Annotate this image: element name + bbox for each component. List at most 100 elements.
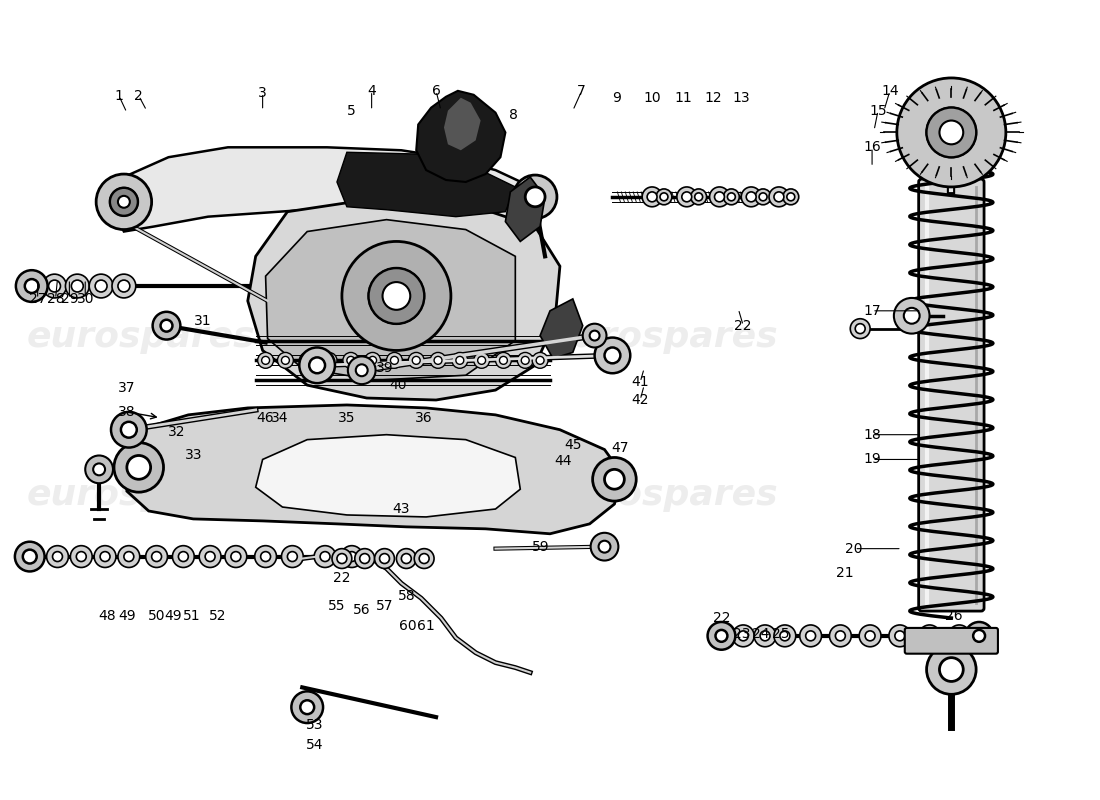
Circle shape <box>682 192 692 202</box>
Circle shape <box>368 268 425 324</box>
Circle shape <box>89 274 113 298</box>
Circle shape <box>287 552 297 562</box>
Circle shape <box>415 549 434 569</box>
Circle shape <box>261 552 271 562</box>
Circle shape <box>430 353 446 368</box>
Circle shape <box>46 546 68 567</box>
Circle shape <box>590 330 600 341</box>
Circle shape <box>948 625 970 646</box>
Text: 53: 53 <box>307 718 323 732</box>
Circle shape <box>939 658 964 682</box>
Text: 5: 5 <box>348 104 356 118</box>
Text: 49: 49 <box>165 609 183 623</box>
Circle shape <box>829 625 851 646</box>
Circle shape <box>255 546 276 567</box>
Circle shape <box>926 645 976 694</box>
Circle shape <box>231 552 241 562</box>
Circle shape <box>495 353 512 368</box>
Text: 15: 15 <box>869 104 887 118</box>
Text: 22: 22 <box>713 611 730 625</box>
Polygon shape <box>540 299 583 358</box>
Text: 26: 26 <box>945 609 962 623</box>
Circle shape <box>889 625 911 646</box>
Circle shape <box>304 356 311 364</box>
Circle shape <box>96 174 152 230</box>
Circle shape <box>15 270 47 302</box>
Text: 32: 32 <box>167 425 185 438</box>
Circle shape <box>26 552 36 562</box>
Text: 40: 40 <box>389 378 407 392</box>
Text: 30: 30 <box>77 292 94 306</box>
Circle shape <box>695 193 703 201</box>
Circle shape <box>525 187 546 206</box>
Circle shape <box>95 280 107 292</box>
Circle shape <box>598 541 611 553</box>
Circle shape <box>199 546 221 567</box>
Circle shape <box>355 549 375 569</box>
Text: 38: 38 <box>118 405 135 419</box>
Circle shape <box>299 347 336 383</box>
Circle shape <box>715 630 727 642</box>
Circle shape <box>355 364 367 376</box>
Circle shape <box>605 347 620 363</box>
Circle shape <box>262 356 270 364</box>
Text: 7: 7 <box>578 84 586 98</box>
Circle shape <box>904 308 920 324</box>
Circle shape <box>895 631 905 641</box>
Circle shape <box>20 274 44 298</box>
Circle shape <box>70 546 92 567</box>
Polygon shape <box>416 91 505 182</box>
Circle shape <box>691 189 706 205</box>
Text: 14: 14 <box>881 84 899 98</box>
Circle shape <box>348 356 375 384</box>
Circle shape <box>642 187 662 206</box>
Circle shape <box>100 552 110 562</box>
Circle shape <box>118 196 130 208</box>
Circle shape <box>379 554 389 563</box>
Circle shape <box>126 455 151 479</box>
Circle shape <box>153 312 180 339</box>
Circle shape <box>118 546 140 567</box>
Circle shape <box>95 546 116 567</box>
Circle shape <box>521 356 529 364</box>
Circle shape <box>152 552 162 562</box>
Circle shape <box>517 353 534 368</box>
Circle shape <box>402 554 411 563</box>
Circle shape <box>343 353 359 368</box>
Text: 31: 31 <box>195 314 212 328</box>
Text: eurospares: eurospares <box>26 319 255 354</box>
Text: 35: 35 <box>338 411 355 425</box>
Circle shape <box>918 625 940 646</box>
Text: 51: 51 <box>183 609 200 623</box>
Text: 2: 2 <box>134 89 143 102</box>
Circle shape <box>774 192 784 202</box>
Polygon shape <box>265 220 515 380</box>
Text: 42: 42 <box>631 393 649 407</box>
Circle shape <box>342 242 451 350</box>
Polygon shape <box>444 98 481 150</box>
Text: 47: 47 <box>612 441 629 454</box>
Polygon shape <box>248 197 560 400</box>
Circle shape <box>926 108 976 158</box>
Circle shape <box>455 356 464 364</box>
Text: 29: 29 <box>60 292 78 306</box>
Circle shape <box>894 298 930 334</box>
Circle shape <box>713 625 735 646</box>
Text: 54: 54 <box>307 738 323 752</box>
Circle shape <box>865 631 874 641</box>
Circle shape <box>226 546 246 567</box>
Circle shape <box>514 175 557 218</box>
Text: 34: 34 <box>271 411 288 425</box>
Circle shape <box>65 274 89 298</box>
FancyBboxPatch shape <box>905 628 998 654</box>
Text: 58: 58 <box>397 590 415 603</box>
Text: 36: 36 <box>416 411 433 425</box>
Circle shape <box>780 631 790 641</box>
Circle shape <box>282 356 289 364</box>
Text: 8: 8 <box>509 107 518 122</box>
Text: eurospares: eurospares <box>310 478 539 512</box>
Circle shape <box>759 193 767 201</box>
Circle shape <box>383 282 410 310</box>
Circle shape <box>477 356 485 364</box>
Text: eurospares: eurospares <box>310 319 539 354</box>
